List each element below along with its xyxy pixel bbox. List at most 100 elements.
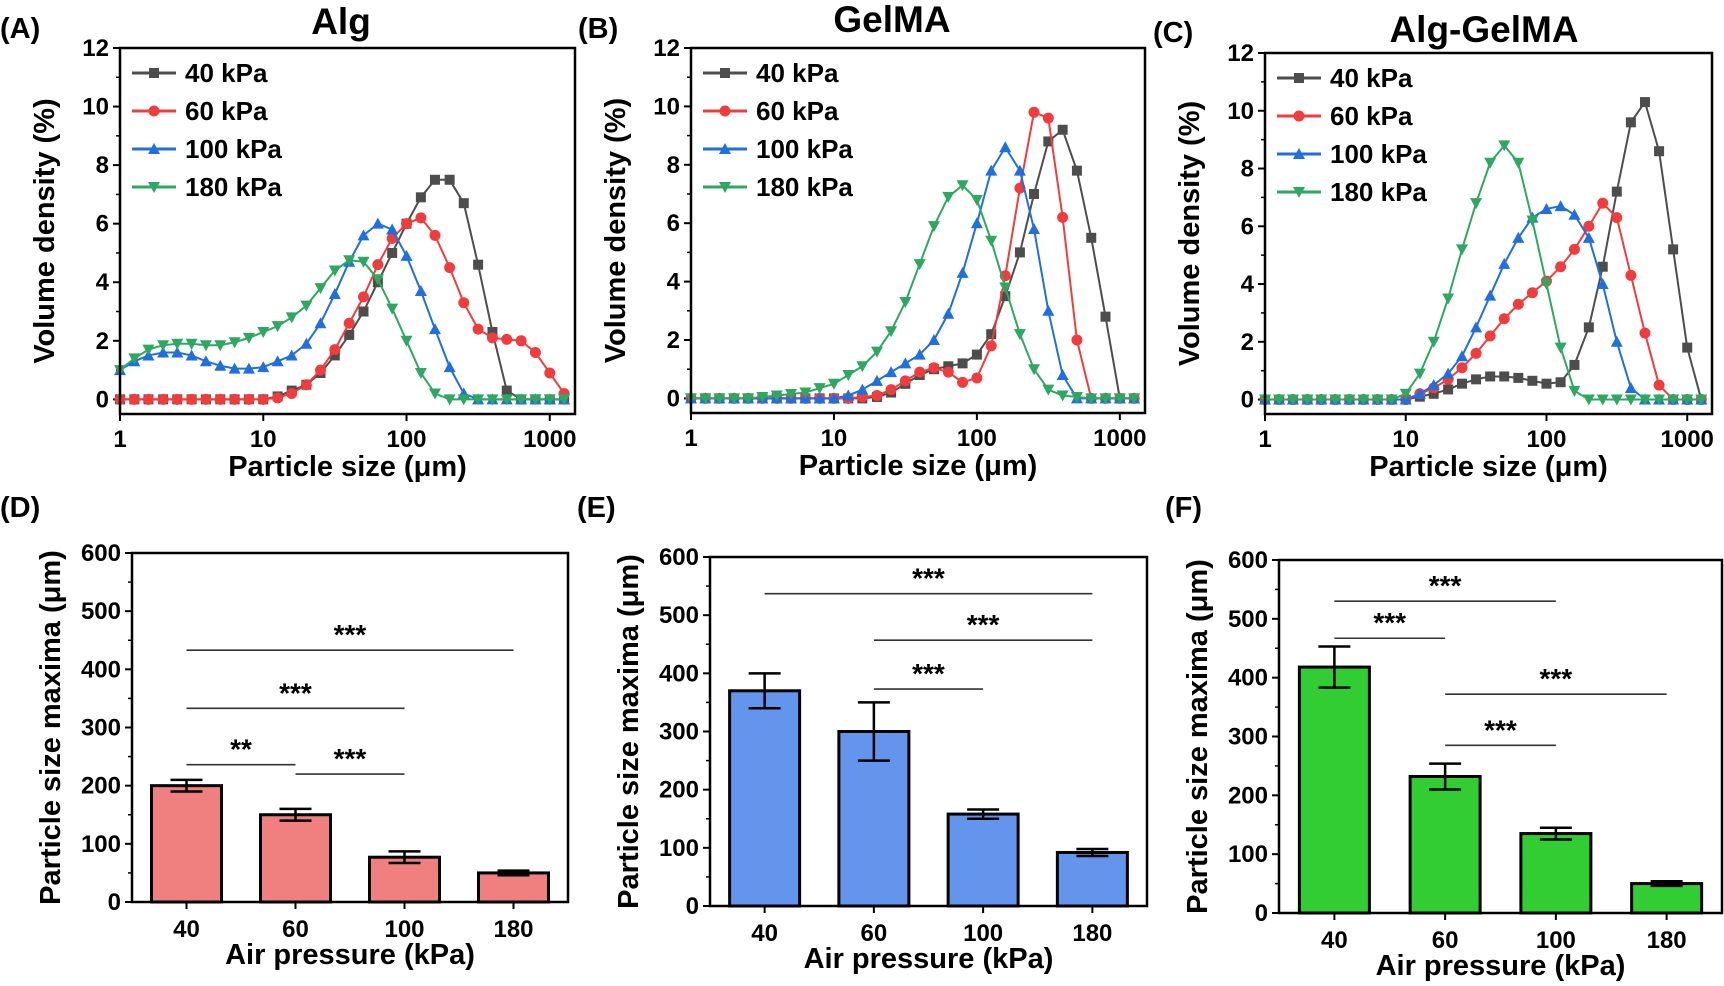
x-axis-title: Particle size (μm) <box>1369 451 1608 483</box>
series-line <box>120 216 565 401</box>
x-tick-label: 1 <box>684 425 697 452</box>
triangle-down-marker <box>199 340 212 352</box>
y-tick-label: 200 <box>1228 782 1268 809</box>
y-tick-label: 12 <box>1227 40 1254 67</box>
triangle-down-marker <box>214 340 227 352</box>
circle-marker <box>871 389 883 401</box>
y-tick-label: 600 <box>1228 547 1268 574</box>
legend-label: 100 kPa <box>756 134 853 164</box>
y-tick-label: 8 <box>1241 156 1254 183</box>
triangle-down-marker <box>970 194 983 206</box>
plot-frame <box>1263 51 1714 416</box>
square-marker <box>1428 388 1439 399</box>
square-marker <box>429 174 440 185</box>
series-100-kpa <box>114 217 571 405</box>
triangle-up-marker <box>1442 367 1455 379</box>
legend-label: 180 kPa <box>185 172 282 202</box>
circle-marker <box>1611 212 1623 224</box>
x-tick-label: 10 <box>250 426 277 453</box>
significance-label: *** <box>912 563 945 594</box>
triangle-up-marker <box>285 349 298 361</box>
circle-marker <box>1625 269 1637 281</box>
triangle-down-marker <box>785 389 798 401</box>
triangle-up-marker <box>228 362 241 374</box>
triangle-down-marker <box>1681 394 1694 406</box>
circle-marker <box>1042 112 1054 124</box>
triangle-up-marker <box>148 143 160 154</box>
panel-a: (A) Alg 0 2 4 6 8 10 12 Volume density (%) Particl… <box>0 1 576 483</box>
square-marker <box>971 349 982 360</box>
triangle-down-marker <box>171 338 184 350</box>
square-marker <box>1100 311 1111 322</box>
triangle-down-marker <box>1413 368 1426 380</box>
legend-label: 180 kPa <box>1330 177 1427 207</box>
y-axis-title: Particle size maxima (μm) <box>613 554 645 909</box>
bar <box>1408 775 1482 915</box>
triangle-down-marker <box>713 393 726 405</box>
triangle-up-marker <box>956 266 969 278</box>
legend-label: 60 kPa <box>756 96 839 126</box>
triangle-down-marker <box>142 344 155 356</box>
triangle-up-marker <box>171 346 184 358</box>
y-tick-label: 4 <box>667 269 681 296</box>
triangle-down-marker <box>328 265 341 277</box>
triangle-down-marker <box>856 361 869 373</box>
square-marker <box>1443 384 1454 395</box>
triangle-down-marker <box>428 388 441 400</box>
circle-marker <box>148 105 160 117</box>
triangle-up-marker <box>1056 369 1069 381</box>
triangle-down-marker <box>185 338 198 350</box>
square-marker <box>473 259 484 270</box>
triangle-down-marker <box>371 274 384 286</box>
triangle-up-marker <box>414 285 427 297</box>
y-axis-title: Particle size maxima (μm) <box>1182 559 1214 914</box>
triangle-down-marker <box>257 327 270 339</box>
circle-marker <box>1293 110 1305 122</box>
triangle-down-marker <box>228 337 241 349</box>
triangle-down-marker <box>985 235 998 247</box>
triangle-down-marker <box>1554 342 1567 354</box>
y-tick-label: 4 <box>1241 271 1255 298</box>
y-axis-title: Volume density (%) <box>600 98 632 363</box>
triangle-down-marker <box>529 394 542 406</box>
triangle-down-marker <box>942 191 955 203</box>
circle-marker <box>142 393 154 405</box>
triangle-down-marker <box>1399 388 1412 400</box>
triangle-down-marker <box>1427 336 1440 348</box>
square-marker <box>1555 377 1566 388</box>
circle-marker <box>257 393 269 405</box>
triangle-up-marker <box>1293 148 1305 159</box>
triangle-down-marker <box>1028 364 1041 376</box>
triangle-down-marker <box>1056 390 1069 402</box>
triangle-down-marker <box>515 394 528 406</box>
square-marker <box>1625 117 1636 128</box>
square-marker <box>957 358 968 369</box>
plot-frame <box>130 551 570 904</box>
y-tick-label: 0 <box>686 893 699 920</box>
triangle-up-marker <box>185 349 198 361</box>
square-marker <box>1014 247 1025 258</box>
panel-label: (A) <box>0 13 40 45</box>
triangle-down-marker <box>1540 279 1553 291</box>
y-tick-label: 6 <box>1241 213 1254 240</box>
triangle-down-marker <box>558 394 571 406</box>
square-marker <box>358 306 369 317</box>
legend-label: 60 kPa <box>1330 101 1413 131</box>
series-40-kpa <box>1260 97 1707 405</box>
triangle-up-marker <box>400 249 413 261</box>
panel-label: (B) <box>578 13 618 45</box>
triangle-up-marker <box>813 392 826 404</box>
triangle-up-marker <box>386 223 399 235</box>
triangle-down-marker <box>271 321 284 333</box>
triangle-down-marker <box>343 255 356 267</box>
triangle-down-marker <box>1293 187 1305 198</box>
square-marker <box>1471 374 1482 385</box>
significance-label: *** <box>1484 714 1517 745</box>
circle-marker <box>343 317 355 329</box>
series-60-kpa <box>114 212 570 405</box>
significance-label: *** <box>334 619 367 650</box>
triangle-down-marker <box>1042 384 1055 396</box>
y-tick-label: 100 <box>1228 841 1268 868</box>
circle-marker <box>472 323 484 335</box>
square-marker <box>720 68 730 78</box>
